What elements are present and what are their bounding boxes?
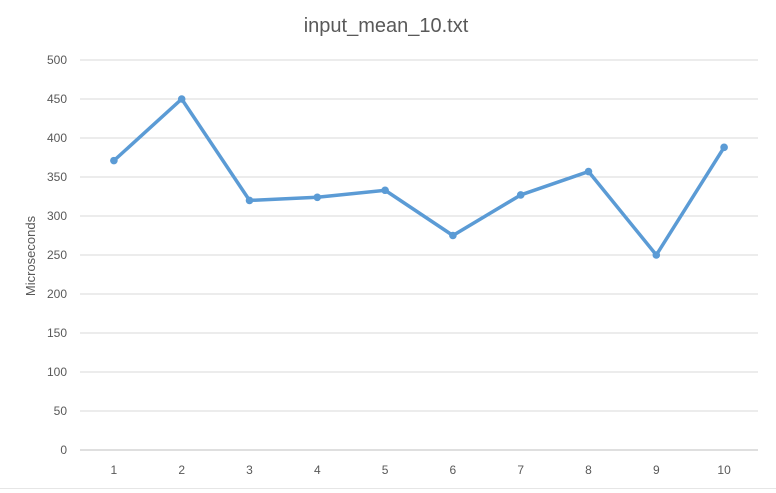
x-tick-label: 8: [585, 463, 592, 477]
y-tick-label: 200: [47, 287, 67, 301]
x-tick-label: 10: [717, 463, 731, 477]
y-tick-label: 350: [47, 170, 67, 184]
y-tick-label: 50: [54, 404, 68, 418]
gridlines: [80, 59, 758, 451]
x-tick-label: 2: [178, 463, 185, 477]
x-tick-label: 3: [246, 463, 253, 477]
series-line: [112, 97, 726, 257]
series-layer: [110, 95, 728, 259]
chart-title: input_mean_10.txt: [304, 15, 469, 37]
data-point: [449, 231, 457, 240]
y-tick-label: 400: [47, 131, 67, 145]
data-point: [177, 95, 186, 103]
y-tick-label: 300: [47, 209, 67, 223]
y-tick-label: 0: [60, 443, 67, 457]
y-tick-label: 100: [47, 365, 67, 379]
x-axis-ticks: 1 2 3 4 5 6 7 8 9 10: [111, 463, 732, 477]
y-tick-label: 150: [47, 326, 67, 340]
data-point: [313, 193, 322, 202]
data-point: [110, 156, 118, 165]
x-tick-label: 7: [517, 463, 524, 477]
data-point: [245, 196, 254, 205]
data-point: [516, 191, 525, 199]
data-point: [720, 143, 728, 152]
x-tick-label: 1: [111, 463, 118, 477]
data-point: [652, 251, 661, 259]
y-tick-label: 500: [47, 53, 67, 67]
x-tick-label: 5: [382, 463, 389, 477]
x-tick-label: 4: [314, 463, 321, 477]
y-tick-label: 450: [47, 92, 67, 106]
y-tick-label: 250: [47, 248, 67, 262]
x-tick-label: 6: [450, 463, 457, 477]
data-point: [381, 186, 389, 195]
bottom-border: [0, 488, 776, 493]
y-axis-ticks: 0 50 100 150 200 250 300 350 400 450 500: [47, 53, 67, 457]
y-axis-title: Microseconds: [23, 215, 38, 296]
data-point: [584, 167, 593, 176]
x-tick-label: 9: [653, 463, 660, 477]
